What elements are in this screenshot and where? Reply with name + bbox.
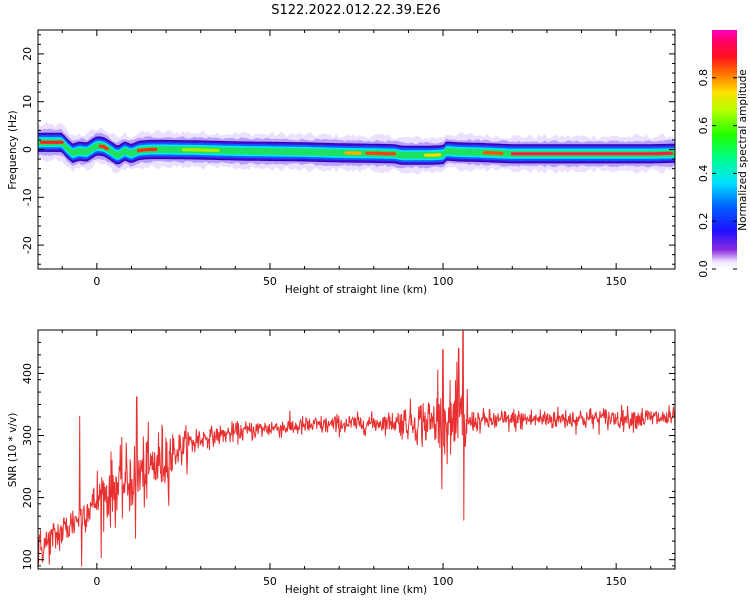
spectrogram-xlabel: Height of straight line (km) xyxy=(285,284,427,296)
snr-spike-point xyxy=(463,519,465,521)
x-tick-label: 0 xyxy=(93,575,100,588)
x-tick-label: 150 xyxy=(606,275,627,288)
snr-spike-point xyxy=(78,415,81,417)
colorbar-tick-label: 0.6 xyxy=(697,117,710,135)
y-tick-label: -20 xyxy=(21,236,34,254)
colorbar-tick-label: 0.2 xyxy=(697,212,710,230)
snr-spike-point xyxy=(437,369,439,371)
spectrogram-peak xyxy=(98,144,109,151)
spectrogram-edge xyxy=(38,132,675,147)
snr-series-line xyxy=(38,330,675,566)
snr-spike-point xyxy=(81,565,83,567)
x-tick-label: 100 xyxy=(433,575,454,588)
snr-ylabel: SNR (10 * v/v) xyxy=(7,413,19,488)
x-tick-label: 0 xyxy=(93,275,100,288)
snr-spike-point xyxy=(442,349,444,351)
spectrogram-peak xyxy=(365,151,397,156)
x-tick-label: 50 xyxy=(263,575,277,588)
colorbar: 0.0 0.2 0.4 0.6 0.8 Normalized spectral ampl… xyxy=(697,30,749,278)
y-tick-label: -10 xyxy=(21,188,34,206)
spectrogram-ticks: 0 50 100 150 -20 -10 0 10 20 xyxy=(21,30,675,288)
spectrogram-peak xyxy=(483,151,504,155)
snr-spike-point xyxy=(458,348,460,350)
colorbar-label: Normalized spectral amplitude xyxy=(737,69,749,230)
figure-title: S122.2022.012.22.39.E26 xyxy=(271,3,440,18)
y-tick-label: 100 xyxy=(21,549,34,570)
x-tick-label: 150 xyxy=(606,575,627,588)
snr-frame xyxy=(37,329,676,570)
snr-plot-area xyxy=(38,330,675,567)
y-tick-label: 300 xyxy=(21,425,34,446)
y-tick-label: 200 xyxy=(21,487,34,508)
snr-spike-point xyxy=(135,537,137,539)
snr-spike-point xyxy=(462,330,464,332)
snr-spike-point xyxy=(136,396,138,398)
spectrogram-edge xyxy=(38,150,675,165)
spectrogram-peak xyxy=(181,148,220,153)
colorbar-gradient xyxy=(712,30,737,269)
colorbar-tick-label: 0.8 xyxy=(697,69,710,87)
y-tick-label: 0 xyxy=(21,146,34,153)
colorbar-tick-label: 0.4 xyxy=(697,165,710,183)
y-tick-label: 20 xyxy=(21,47,34,61)
colorbar-tick-label: 0.0 xyxy=(697,260,710,278)
spectrogram-peak xyxy=(510,151,674,156)
spectrogram-peak xyxy=(136,147,158,153)
spectrogram-area xyxy=(38,122,675,175)
spectrogram-ylabel: Frequency (Hz) xyxy=(7,110,19,189)
colorbar-ticks: 0.0 0.2 0.4 0.6 0.8 xyxy=(697,69,737,278)
x-tick-label: 50 xyxy=(263,275,277,288)
snr-xlabel: Height of straight line (km) xyxy=(285,584,427,596)
x-tick-label: 100 xyxy=(433,275,454,288)
y-tick-label: 10 xyxy=(21,95,34,109)
spectrogram-panel: 0 50 100 150 -20 -10 0 10 20 Height of straight … xyxy=(7,29,676,296)
snr-panel: 0 50 100 150 100 200 300 400 Height of straight… xyxy=(7,329,676,596)
snr-ticks: 0 50 100 150 100 200 300 400 xyxy=(21,330,675,588)
y-tick-label: 400 xyxy=(21,363,34,384)
